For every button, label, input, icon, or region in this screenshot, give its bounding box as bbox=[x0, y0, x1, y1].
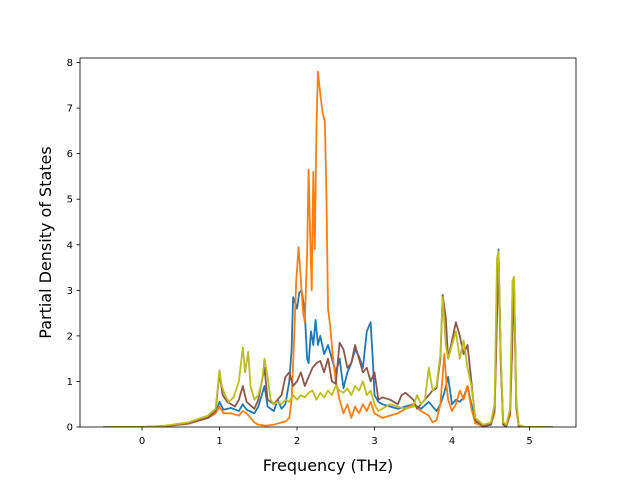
y-tick-label: 1 bbox=[67, 377, 73, 388]
y-tick-label: 2 bbox=[67, 331, 73, 342]
series-line-2 bbox=[103, 70, 553, 427]
y-tick-label: 5 bbox=[67, 195, 73, 206]
series-layer bbox=[103, 70, 553, 427]
x-axis-ticks: 0 1 2 3 4 5 bbox=[139, 427, 533, 447]
plot-frame bbox=[79, 57, 577, 428]
y-tick-label: 8 bbox=[67, 58, 73, 69]
x-tick-label: 0 bbox=[139, 436, 145, 447]
y-axis-label: Partial Density of States bbox=[36, 146, 55, 338]
x-tick-label: 3 bbox=[371, 436, 377, 447]
y-tick-label: 6 bbox=[67, 149, 73, 160]
y-tick-label: 0 bbox=[67, 423, 73, 434]
series-line-4 bbox=[103, 250, 553, 427]
x-tick-label: 4 bbox=[449, 436, 455, 447]
y-tick-label: 3 bbox=[67, 286, 73, 297]
y-tick-label: 7 bbox=[67, 104, 73, 115]
y-tick-label: 4 bbox=[67, 240, 73, 251]
x-tick-label: 2 bbox=[294, 436, 300, 447]
x-tick-label: 5 bbox=[526, 436, 532, 447]
x-axis-label: Frequency (THz) bbox=[263, 456, 393, 475]
y-axis-ticks: 0 1 2 3 4 5 6 7 8 bbox=[67, 58, 80, 434]
x-tick-label: 1 bbox=[216, 436, 222, 447]
